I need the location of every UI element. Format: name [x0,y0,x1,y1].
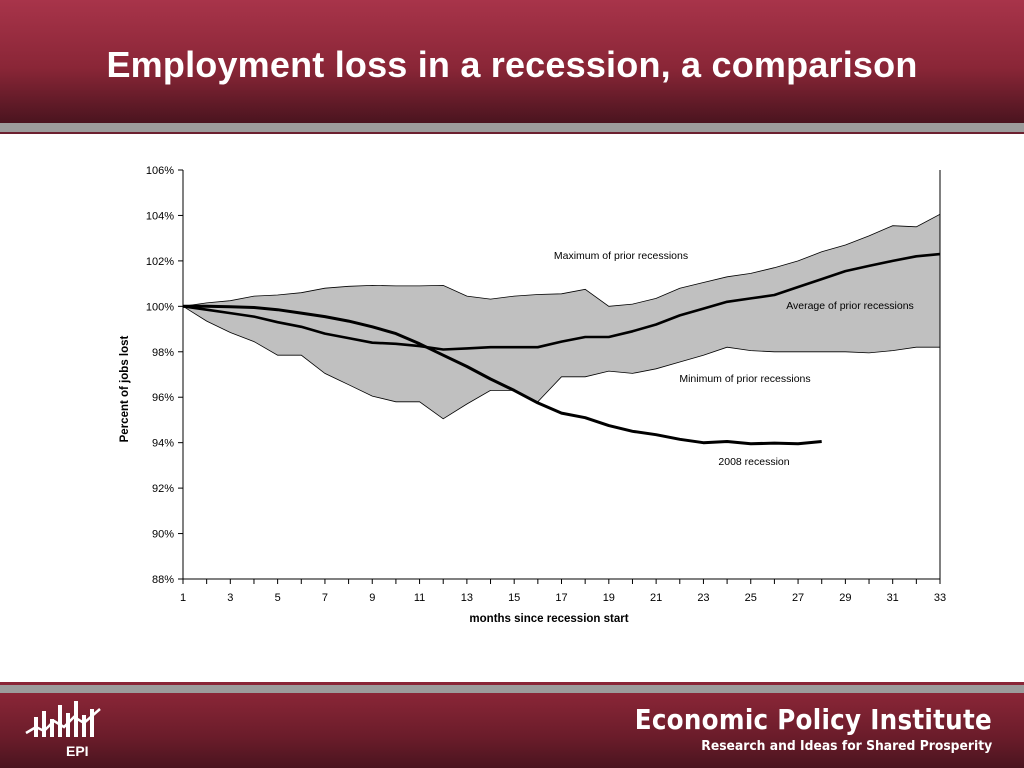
x-axis-ticks: 1 3 5 7 9 11 13 15 17 19 21 23 25 27 29 31 33 [180,579,946,604]
x-tick-label: 7 [322,592,328,604]
y-tick-label: 96% [152,392,174,404]
y-axis-ticks: 88% 90% 92% 94% 96% 98% 100% 102% 104% 106% [146,165,183,586]
x-tick-label: 11 [414,592,425,604]
y-tick-label: 94% [152,438,174,450]
y-tick-label: 88% [152,574,174,586]
header-divider [0,123,1024,132]
footer-divider-accent [0,682,1024,685]
organization-tagline: Research and Ideas for Shared Prosperity [701,739,992,754]
x-tick-label: 31 [887,592,899,604]
average-prior-recessions-line [182,252,941,351]
x-tick-label: 5 [275,592,281,604]
y-tick-label: 90% [152,529,174,541]
y-tick-label: 98% [152,347,174,359]
y-tick-label: 106% [146,165,174,177]
x-tick-label: 9 [369,592,375,604]
organization-name: Economic Policy Institute [634,703,992,736]
x-tick-label: 27 [792,592,804,604]
footer-divider [0,685,1024,693]
x-tick-label: 1 [180,592,186,604]
annotation-maximum: Maximum of prior recessions [554,250,688,262]
y-axis-label: Percent of jobs lost [119,335,131,442]
header-divider-accent [0,132,1024,134]
x-axis-label: months since recession start [469,613,628,625]
slide-header: Employment loss in a recession, a compar… [0,0,1024,123]
x-tick-label: 23 [697,592,709,604]
y-tick-label: 92% [152,483,174,495]
y-tick-label: 102% [146,256,174,268]
x-tick-label: 29 [839,592,851,604]
y-tick-label: 100% [146,301,174,313]
x-tick-label: 25 [745,592,757,604]
x-tick-label: 15 [508,592,520,604]
prior-recessions-range-band [181,213,941,420]
epi-logo-text: EPI [66,743,89,759]
y-tick-label: 104% [146,210,174,222]
x-tick-label: 33 [934,592,946,604]
x-tick-label: 13 [461,592,473,604]
annotation-2008: 2008 recession [718,456,789,468]
x-tick-label: 3 [227,592,233,604]
annotation-average: Average of prior recessions [786,300,914,312]
epi-logo-icon [25,701,101,737]
annotation-minimum: Minimum of prior recessions [679,373,810,385]
x-tick-label: 17 [555,592,567,604]
slide-footer: EPI Economic Policy Institute Research a… [0,693,1024,768]
x-tick-label: 21 [650,592,662,604]
recession-2008-line [183,304,822,446]
slide-title: Employment loss in a recession, a compar… [106,44,918,85]
x-tick-label: 19 [603,592,615,604]
